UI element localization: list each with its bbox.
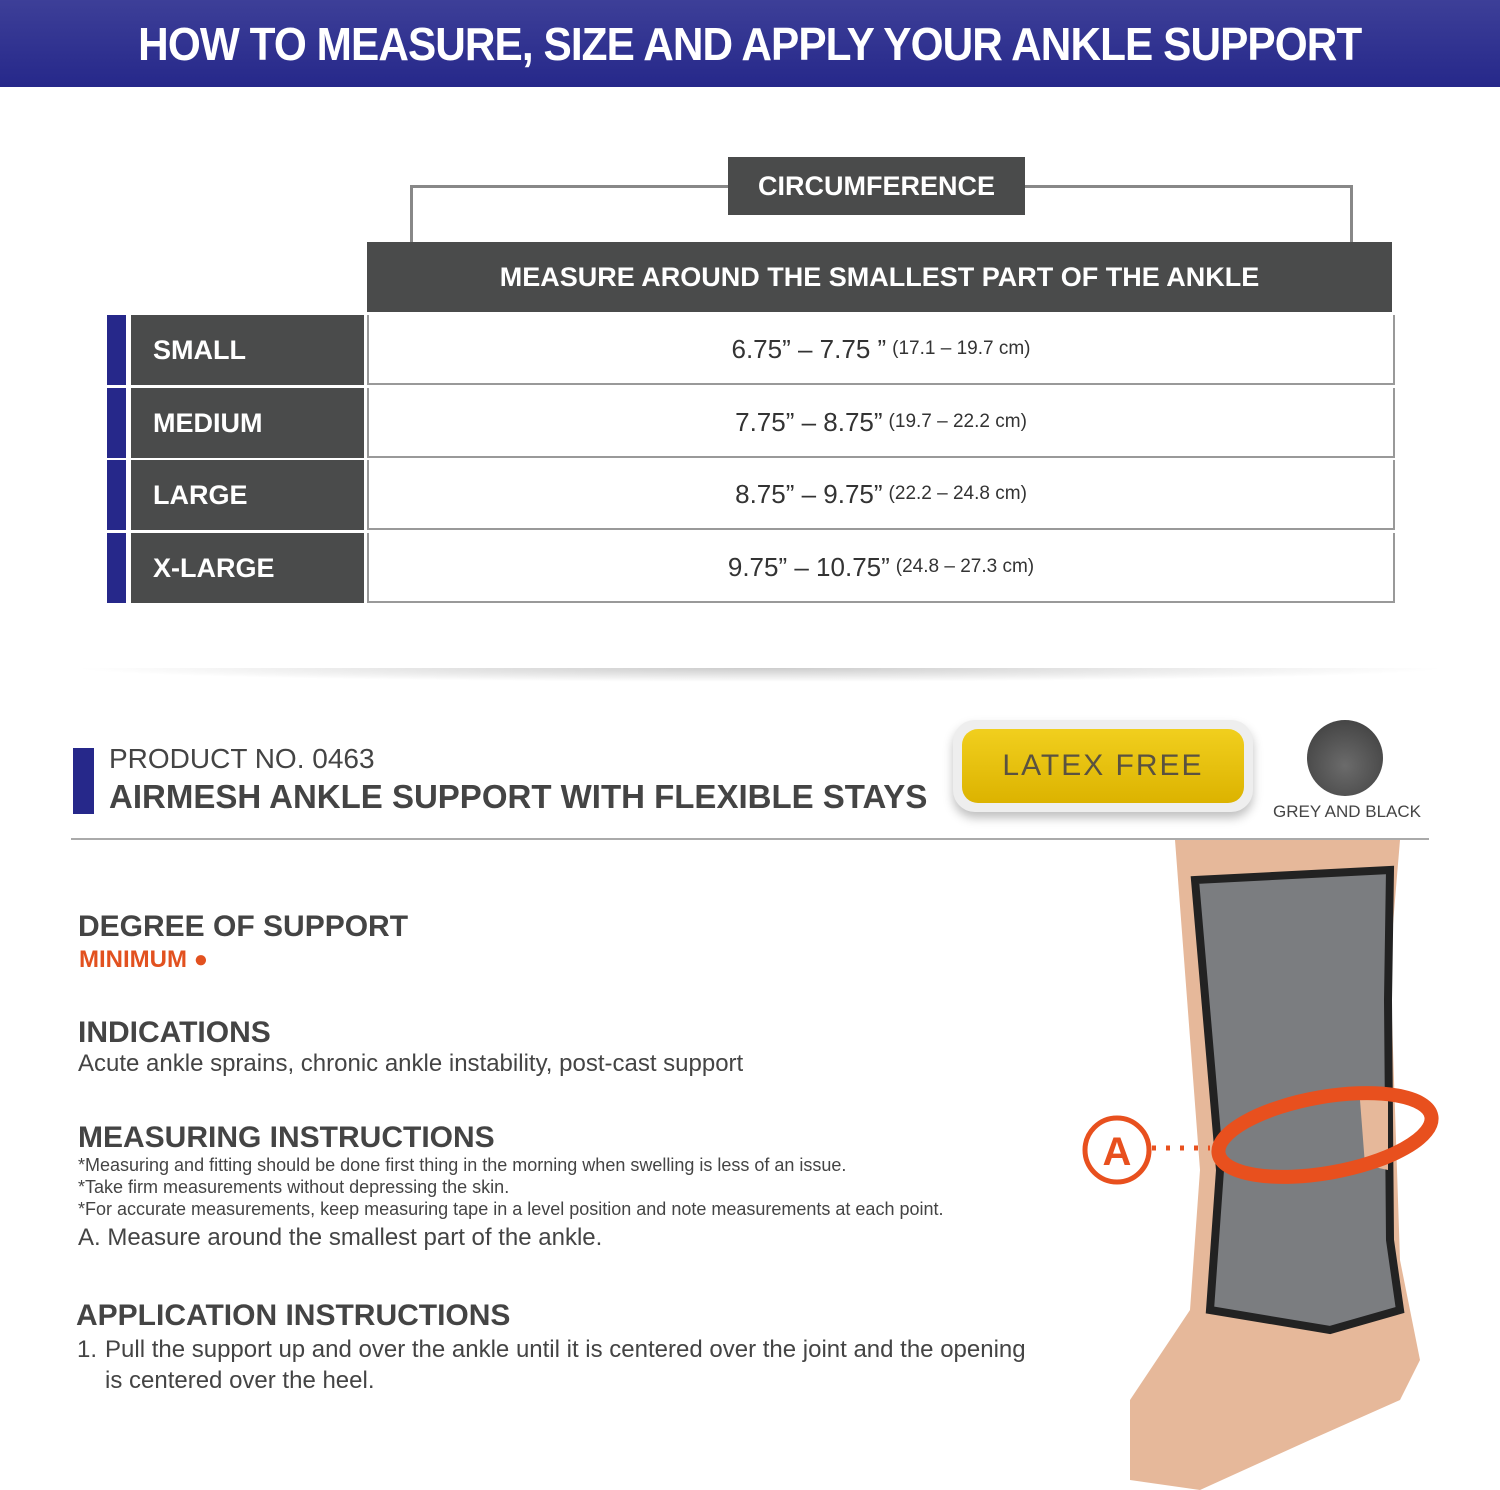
marker-a-label: A — [1103, 1130, 1132, 1174]
application-heading: APPLICATION INSTRUCTIONS — [76, 1299, 511, 1332]
measure-ring — [1211, 1086, 1439, 1184]
measuring-step: A. Measure around the smallest part of t… — [78, 1224, 603, 1251]
header-banner: HOW TO MEASURE, SIZE AND APPLY YOUR ANKL… — [0, 0, 1500, 87]
application-step-line: is centered over the heel. — [105, 1367, 375, 1394]
size-range: 9.75” – 10.75” (24.8 – 27.3 cm) — [367, 533, 1395, 603]
support-level: MINIMUM ● — [79, 946, 209, 973]
column-header: MEASURE AROUND THE SMALLEST PART OF THE … — [367, 242, 1392, 312]
product-name: AIRMESH ANKLE SUPPORT WITH FLEXIBLE STAY… — [109, 778, 928, 815]
divider-line — [71, 838, 1429, 840]
application-step-line: Pull the support up and over the ankle u… — [105, 1336, 1026, 1363]
size-range: 7.75” – 8.75” (19.7 – 22.2 cm) — [367, 388, 1395, 458]
size-range: 6.75” – 7.75 ” (17.1 – 19.7 cm) — [367, 315, 1395, 385]
size-row: MEDIUM 7.75” – 8.75” (19.7 – 22.2 cm) — [107, 388, 1395, 458]
accent-bar — [73, 748, 94, 814]
page-title: HOW TO MEASURE, SIZE AND APPLY YOUR ANKL… — [138, 17, 1362, 70]
size-label: SMALL — [131, 315, 364, 385]
application-step-number: 1. — [77, 1336, 98, 1363]
marker-a-icon — [1082, 1115, 1152, 1185]
size-row: X-LARGE 9.75” – 10.75” (24.8 – 27.3 cm) — [107, 533, 1395, 603]
size-range: 8.75” – 9.75” (22.2 – 24.8 cm) — [367, 460, 1395, 530]
size-row: LARGE 8.75” – 9.75” (22.2 – 24.8 cm) — [107, 460, 1395, 530]
dot-icon: ● — [193, 946, 209, 973]
measuring-note: *For accurate measurements, keep measuri… — [78, 1199, 944, 1219]
measuring-heading: MEASURING INSTRUCTIONS — [78, 1121, 495, 1154]
measuring-note: *Take firm measurements without depressi… — [78, 1177, 510, 1197]
section-divider — [70, 668, 1450, 682]
circumference-label: CIRCUMFERENCE — [728, 157, 1025, 215]
product-number: PRODUCT NO. 0463 — [109, 743, 375, 774]
latex-free-badge: LATEX FREE — [953, 720, 1253, 812]
indications-text: Acute ankle sprains, chronic ankle insta… — [78, 1050, 744, 1077]
color-label: GREY AND BLACK — [1272, 802, 1422, 821]
ankle-support-illustration: A — [1082, 840, 1439, 1490]
size-row: SMALL 6.75” – 7.75 ” (17.1 – 19.7 cm) — [107, 315, 1395, 385]
size-label: MEDIUM — [131, 388, 364, 458]
color-swatch — [1307, 720, 1383, 796]
indications-heading: INDICATIONS — [78, 1016, 271, 1049]
support-heading: DEGREE OF SUPPORT — [78, 910, 409, 943]
size-label: X-LARGE — [131, 533, 364, 603]
measuring-note: *Measuring and fitting should be done fi… — [78, 1155, 847, 1175]
size-label: LARGE — [131, 460, 364, 530]
